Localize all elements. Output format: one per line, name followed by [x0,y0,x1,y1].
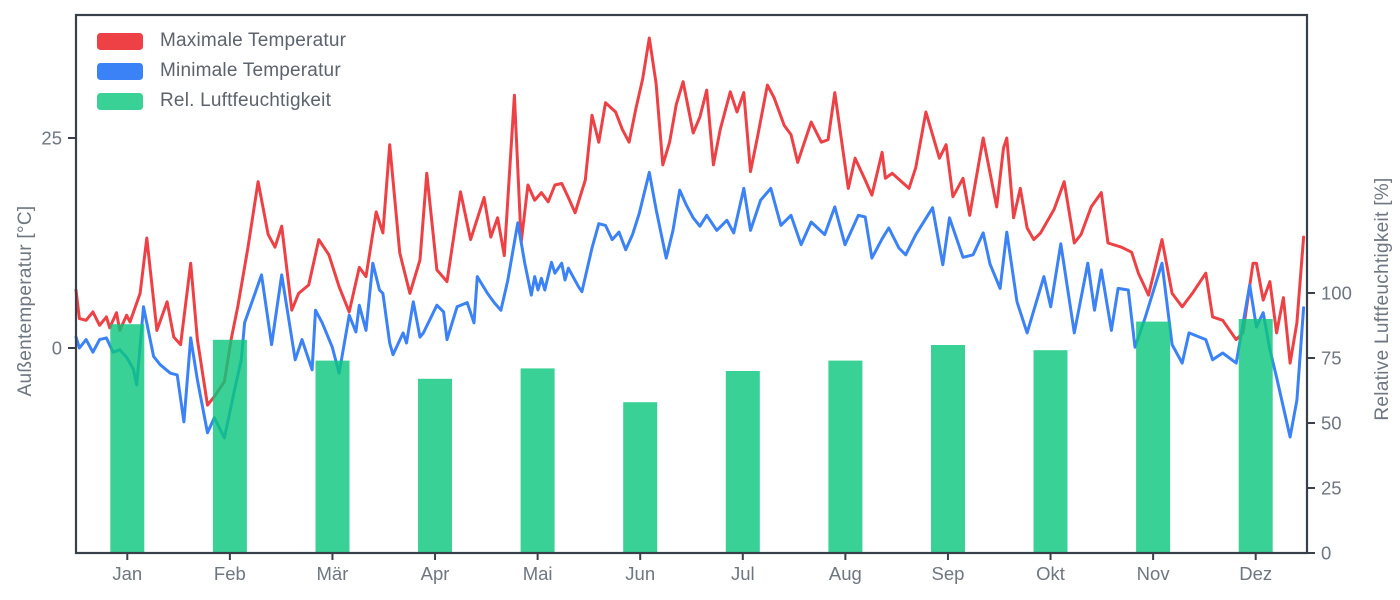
humidity-bar-Sep [931,345,965,553]
humidity-bar-Apr [418,378,452,553]
x-tick-label-Okt: Okt [1036,563,1065,584]
left-tick-label-0: 0 [52,338,62,359]
plot-border [74,13,1309,555]
right-tick-label-75: 75 [1321,348,1342,369]
humidity-bar-Nov [1136,321,1171,553]
x-tick-label-Dez: Dez [1239,563,1272,584]
humidity-swatch-icon [97,92,143,110]
humidity-bar-Jan [110,324,145,553]
humidity-bar-Jun [623,402,658,553]
left-tick-label-25: 25 [41,128,62,149]
humidity-bar-Mai [520,368,555,553]
humidity-bar-Mär [315,360,350,553]
min-temp-swatch-icon [97,62,143,80]
legend: Maximale Temperatur Minimale Temperatur … [97,30,347,111]
humidity-bars [110,319,1273,553]
right-tick-label-50: 50 [1321,413,1342,434]
x-tick-label-Apr: Apr [421,563,450,584]
x-tick-label-Jul: Jul [731,563,755,584]
x-tick-label-Mai: Mai [523,563,553,584]
humidity-bar-Aug [828,360,863,553]
x-tick-label-Aug: Aug [829,563,862,584]
right-tick-label-0: 0 [1321,543,1331,564]
right-tick-label-100: 100 [1321,283,1352,304]
legend-label-min-temp: Minimale Temperatur [160,60,341,81]
humidity-bar-Okt [1033,350,1068,553]
x-tick-label-Mär: Mär [317,563,349,584]
legend-label-humidity: Rel. Luftfeuchtigkeit [160,90,332,111]
legend-row-humidity: Rel. Luftfeuchtigkeit [97,90,346,111]
max-temp-line [74,36,1306,407]
right-axis-title: Relative Luftfeuchtigkeit [%] [1372,177,1393,421]
x-tick-label-Sep: Sep [931,563,964,584]
legend-row-max-temp: Maximale Temperatur [97,30,347,51]
max-temp-swatch-icon [97,32,143,50]
temperature-lines [74,36,1306,440]
humidity-bar-Feb [212,339,247,553]
x-tick-label-Feb: Feb [214,563,246,584]
x-tick-label-Jun: Jun [625,563,655,584]
humidity-bar-Jul [725,371,760,553]
humidity-bar-Dez [1238,319,1273,553]
legend-row-min-temp: Minimale Temperatur [97,60,346,81]
axis-ticks [68,137,1315,560]
legend-label-max-temp: Maximale Temperatur [160,30,347,51]
right-tick-label-25: 25 [1321,478,1342,499]
x-tick-label-Jan: Jan [112,563,142,584]
min-temp-line [74,170,1306,440]
left-axis-title: Außentemperatur [°C] [15,205,36,397]
x-tick-label-Nov: Nov [1137,563,1171,584]
